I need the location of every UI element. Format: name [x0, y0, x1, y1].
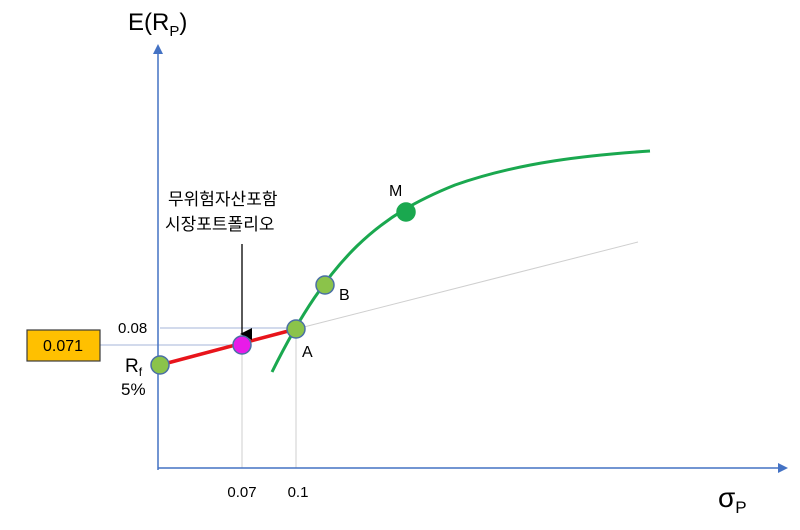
efficient-frontier-curve	[270, 149, 651, 373]
label-m: M	[389, 183, 402, 200]
point-b	[315, 275, 335, 295]
y-axis-label-sub: P	[169, 23, 179, 40]
tick-x-007: 0.07	[227, 484, 256, 501]
x-axis-label-main: σ	[718, 482, 735, 513]
annotation-line-1: 무위험자산포함	[168, 190, 278, 210]
cal-extension-line	[295, 241, 639, 330]
point-portfolio	[232, 335, 252, 355]
y-axis-label-main: E(R	[128, 9, 169, 36]
label-rf: Rf	[125, 356, 143, 379]
tick-y-008: 0.08	[118, 320, 147, 337]
tick-x-01: 0.1	[288, 484, 309, 501]
label-rf-main: R	[125, 356, 139, 377]
annotation-line-2: 시장포트폴리오	[165, 215, 274, 235]
cal-red-segment	[159, 327, 297, 367]
label-a: A	[302, 344, 313, 361]
x-axis-label: σP	[718, 482, 747, 517]
label-b: B	[339, 287, 350, 304]
point-rf	[150, 355, 170, 375]
label-rf-sub: f	[139, 365, 143, 379]
x-axis-label-sub: P	[735, 498, 746, 517]
y-axis-label: E(RP)	[128, 9, 187, 40]
y-axis-label-close: )	[179, 9, 187, 36]
highlight-box	[26, 329, 101, 362]
highlight-value: 0.071	[43, 338, 83, 355]
point-a	[286, 319, 306, 339]
point-m	[396, 202, 416, 222]
label-rf-pct: 5%	[121, 380, 146, 399]
